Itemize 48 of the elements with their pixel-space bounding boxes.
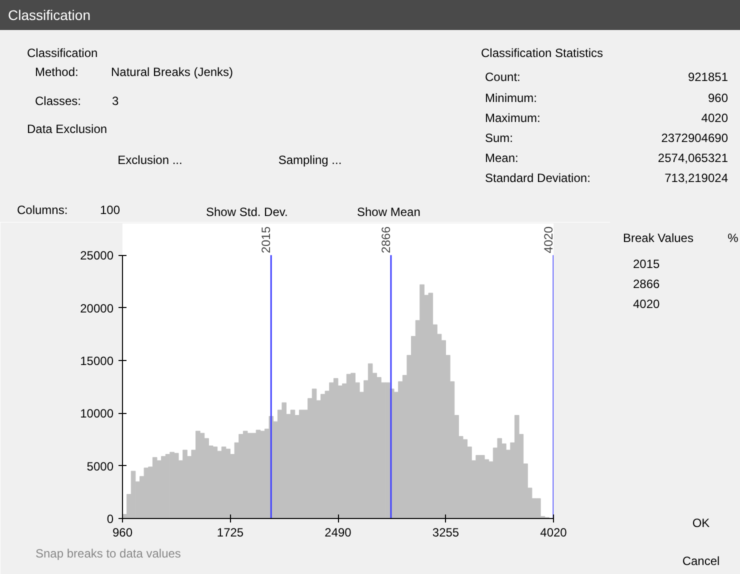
y-tick-label: 25000 (80, 248, 114, 263)
text: 960 (708, 90, 728, 107)
text: % (728, 230, 738, 247)
text: OK (692, 515, 710, 532)
y-tick-label: 15000 (80, 354, 114, 368)
text: Break Values (623, 230, 694, 247)
text: 100 (100, 202, 120, 219)
text: Method: (35, 64, 78, 81)
x-tick-label: 960 (112, 526, 133, 540)
text: Count: (485, 69, 520, 86)
ref-line-label: 4020 (542, 226, 556, 254)
text: 2866 (633, 276, 660, 293)
text: Show Std. Dev. (206, 204, 288, 221)
x-tick-label: 3255 (432, 526, 460, 540)
ref-line-label: 2015 (259, 226, 274, 254)
text: Classes: (35, 93, 82, 110)
text: Natural Breaks (Jenks) (111, 64, 234, 81)
x-tick-label: 4020 (540, 526, 568, 540)
text: Classification Statistics (481, 45, 604, 62)
chart-title: Classification (0, 0, 740, 30)
text: 2372904690 (661, 130, 728, 147)
text: Sampling ... (278, 152, 342, 169)
text: Snap breaks to data values (36, 546, 181, 560)
text: Minimum: (485, 90, 538, 107)
text: 4020 (701, 110, 728, 127)
ref-line-label: 2866 (378, 226, 393, 254)
text: Data Exclusion (27, 121, 108, 138)
text: Sum: (485, 130, 514, 147)
text: Columns: (17, 202, 68, 219)
text: Cancel (682, 553, 720, 570)
y-tick-label: 5000 (86, 459, 114, 474)
y-tick-label: 0 (106, 512, 114, 526)
text: 713,219024 (664, 170, 728, 187)
x-tick-label: 1725 (216, 526, 244, 540)
text: Maximum: (485, 110, 540, 127)
y-tick-label: 20000 (80, 301, 114, 316)
text: 2574,065321 (658, 150, 728, 167)
text: Show Mean (357, 204, 420, 221)
text: 2015 (633, 256, 660, 273)
y-tick-label: 10000 (80, 406, 114, 421)
text: 921851 (688, 69, 728, 86)
text: Mean: (485, 150, 518, 167)
text: Standard Deviation: (485, 170, 590, 187)
text: Classification (27, 45, 98, 62)
x-tick-label: 2490 (324, 526, 352, 540)
text: 3 (112, 93, 119, 110)
text: Exclusion ... (118, 152, 182, 169)
text: 4020 (633, 296, 660, 313)
